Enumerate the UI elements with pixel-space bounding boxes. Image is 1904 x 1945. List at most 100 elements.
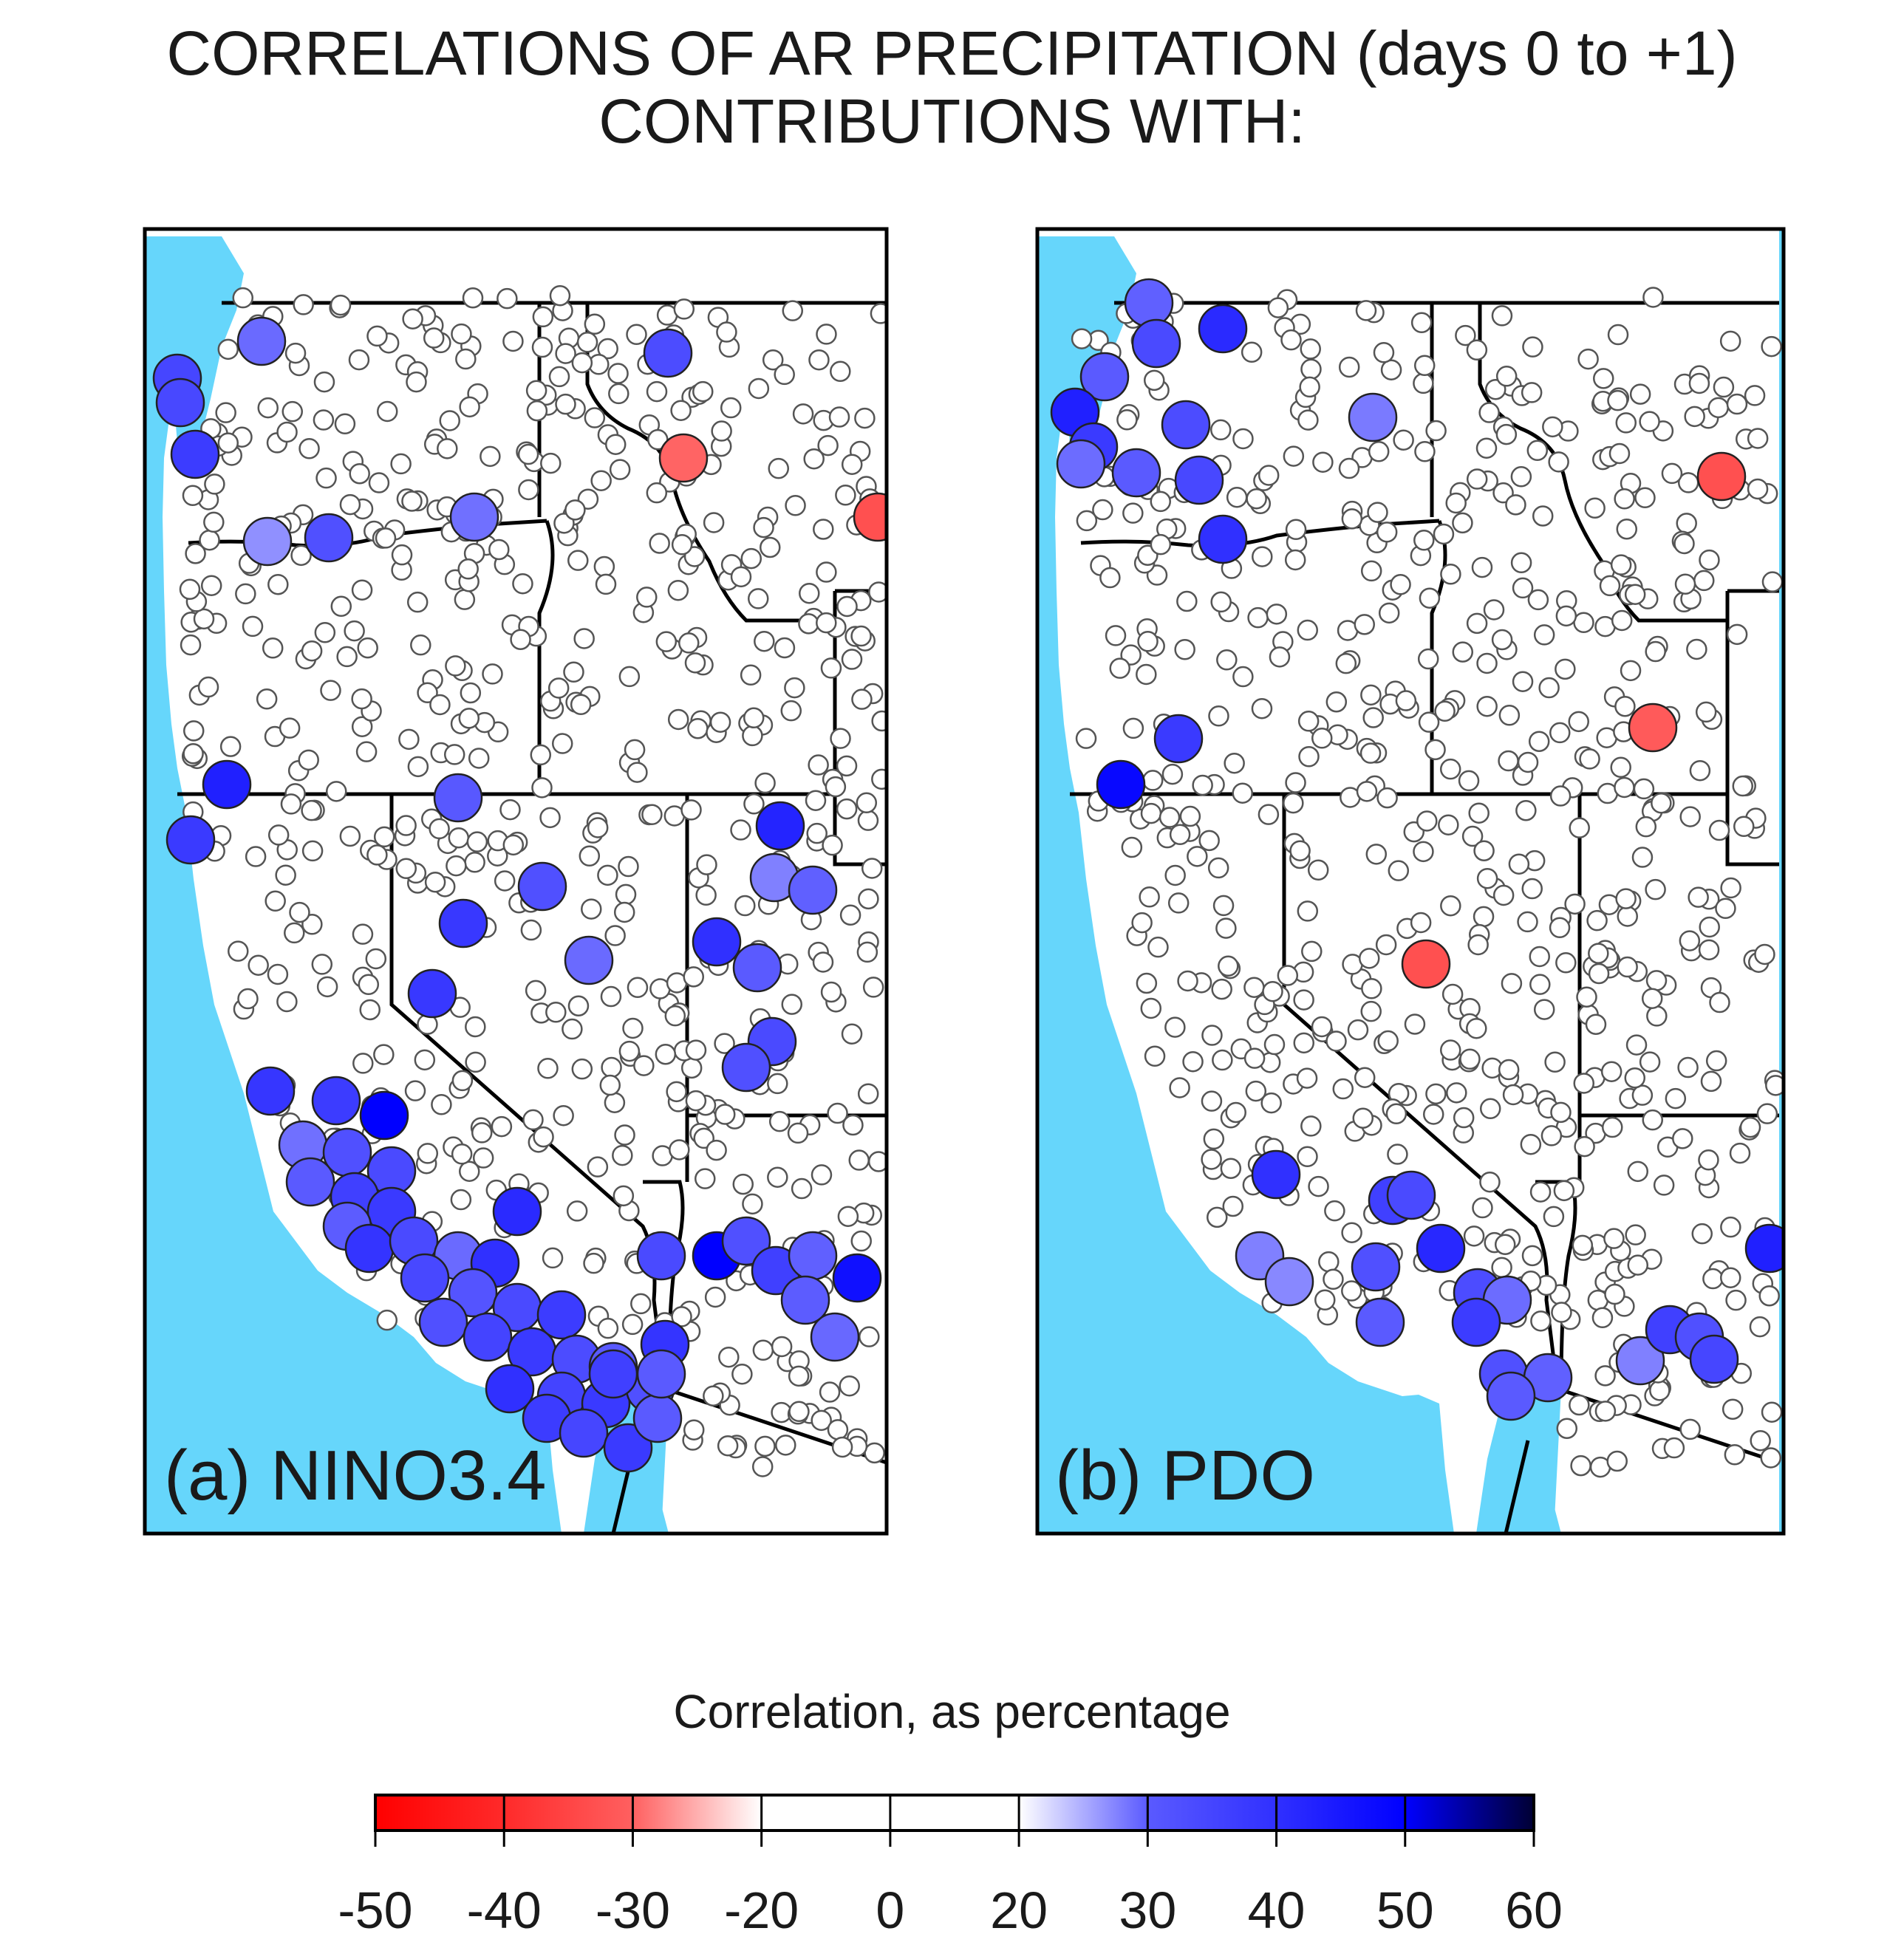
station-marker bbox=[1347, 1019, 1369, 1041]
station-marker bbox=[1147, 936, 1169, 958]
station-marker bbox=[1624, 1067, 1646, 1089]
station-marker bbox=[472, 1147, 494, 1169]
colorbar-segment bbox=[632, 1795, 762, 1831]
station-marker bbox=[1385, 1103, 1407, 1125]
station-marker bbox=[1606, 1450, 1628, 1472]
station-marker bbox=[612, 1144, 633, 1166]
station-marker bbox=[820, 657, 842, 679]
station-marker bbox=[359, 999, 381, 1021]
station-marker bbox=[1246, 488, 1267, 510]
station-marker bbox=[203, 511, 225, 533]
correlation-station-marker bbox=[1615, 1336, 1665, 1386]
correlation-station-marker bbox=[304, 513, 354, 563]
title-line-2: CONTRIBUTIONS WITH: bbox=[598, 86, 1306, 156]
station-marker bbox=[868, 581, 887, 603]
station-marker bbox=[600, 985, 622, 1008]
colorbar-segment bbox=[504, 1795, 633, 1831]
station-marker bbox=[751, 1456, 774, 1477]
station-marker bbox=[1617, 956, 1638, 978]
station-marker bbox=[767, 1166, 788, 1188]
station-marker bbox=[502, 330, 524, 352]
station-marker bbox=[336, 646, 358, 668]
station-marker bbox=[466, 831, 488, 852]
station-marker bbox=[1529, 974, 1551, 995]
station-marker bbox=[1116, 409, 1138, 431]
station-marker bbox=[1297, 619, 1319, 641]
station-marker bbox=[1174, 639, 1195, 660]
station-marker bbox=[1471, 556, 1493, 578]
station-marker bbox=[502, 834, 525, 856]
station-marker bbox=[743, 793, 765, 815]
station-marker bbox=[685, 1039, 707, 1061]
station-marker bbox=[531, 777, 553, 799]
station-marker bbox=[1207, 857, 1229, 879]
station-marker bbox=[1260, 1092, 1282, 1114]
station-marker bbox=[615, 883, 637, 906]
correlation-station-marker bbox=[359, 1090, 409, 1141]
correlation-station-marker bbox=[418, 1297, 468, 1347]
station-marker bbox=[1455, 324, 1476, 346]
station-marker bbox=[1263, 1033, 1286, 1056]
station-marker bbox=[204, 474, 225, 495]
station-marker bbox=[1140, 997, 1162, 1019]
station-marker bbox=[685, 1090, 707, 1112]
station-marker bbox=[819, 1381, 841, 1403]
station-marker bbox=[339, 493, 361, 516]
station-marker bbox=[245, 846, 267, 867]
station-marker bbox=[1367, 502, 1388, 523]
station-marker bbox=[1761, 335, 1782, 358]
station-marker bbox=[395, 815, 417, 836]
station-marker bbox=[1733, 816, 1755, 838]
station-marker bbox=[1258, 465, 1280, 486]
station-marker bbox=[1247, 606, 1269, 629]
station-marker bbox=[717, 1435, 739, 1457]
station-marker bbox=[358, 974, 380, 996]
station-marker bbox=[1452, 512, 1473, 534]
colorbar-segment bbox=[375, 1795, 505, 1831]
correlation-station-marker bbox=[1348, 392, 1398, 442]
station-marker bbox=[290, 544, 312, 567]
station-marker bbox=[1360, 560, 1382, 582]
station-marker bbox=[1709, 991, 1730, 1013]
station-marker bbox=[1530, 1310, 1552, 1332]
station-marker bbox=[265, 890, 286, 912]
correlation-station-marker bbox=[788, 865, 838, 915]
correlation-station-marker bbox=[1696, 451, 1747, 502]
station-marker bbox=[626, 324, 647, 346]
station-marker bbox=[1608, 442, 1631, 465]
station-marker bbox=[1314, 1289, 1336, 1311]
station-marker bbox=[373, 1044, 395, 1065]
correlation-station-marker bbox=[721, 1216, 771, 1266]
panel-label-b: (b) PDO bbox=[1055, 1436, 1315, 1515]
panel-frame-b bbox=[1035, 227, 1786, 1536]
station-marker bbox=[788, 1401, 810, 1423]
station-marker bbox=[1376, 522, 1398, 543]
station-marker bbox=[1479, 1171, 1501, 1193]
station-marker bbox=[1651, 792, 1672, 814]
station-marker bbox=[1549, 785, 1572, 807]
station-marker bbox=[595, 573, 617, 595]
station-marker bbox=[1140, 802, 1162, 824]
station-marker bbox=[604, 925, 626, 946]
station-marker bbox=[1387, 1144, 1408, 1165]
station-marker bbox=[1258, 804, 1280, 825]
station-marker bbox=[352, 1053, 374, 1074]
station-marker bbox=[1645, 878, 1666, 900]
station-marker bbox=[351, 716, 373, 737]
correlation-station-marker bbox=[658, 433, 709, 483]
station-marker bbox=[1476, 652, 1498, 674]
station-marker bbox=[1285, 772, 1306, 793]
station-marker bbox=[1225, 1101, 1246, 1124]
station-marker bbox=[1761, 571, 1784, 592]
station-marker bbox=[1203, 1128, 1225, 1150]
station-marker bbox=[1574, 1135, 1595, 1158]
station-marker bbox=[1466, 1017, 1487, 1039]
station-marker bbox=[808, 349, 830, 371]
station-marker bbox=[402, 308, 423, 329]
station-marker bbox=[1665, 1087, 1687, 1110]
station-marker bbox=[1139, 886, 1160, 908]
station-marker bbox=[743, 707, 765, 729]
station-marker bbox=[1368, 441, 1390, 462]
station-marker bbox=[1540, 1125, 1563, 1146]
station-marker bbox=[1475, 437, 1498, 459]
